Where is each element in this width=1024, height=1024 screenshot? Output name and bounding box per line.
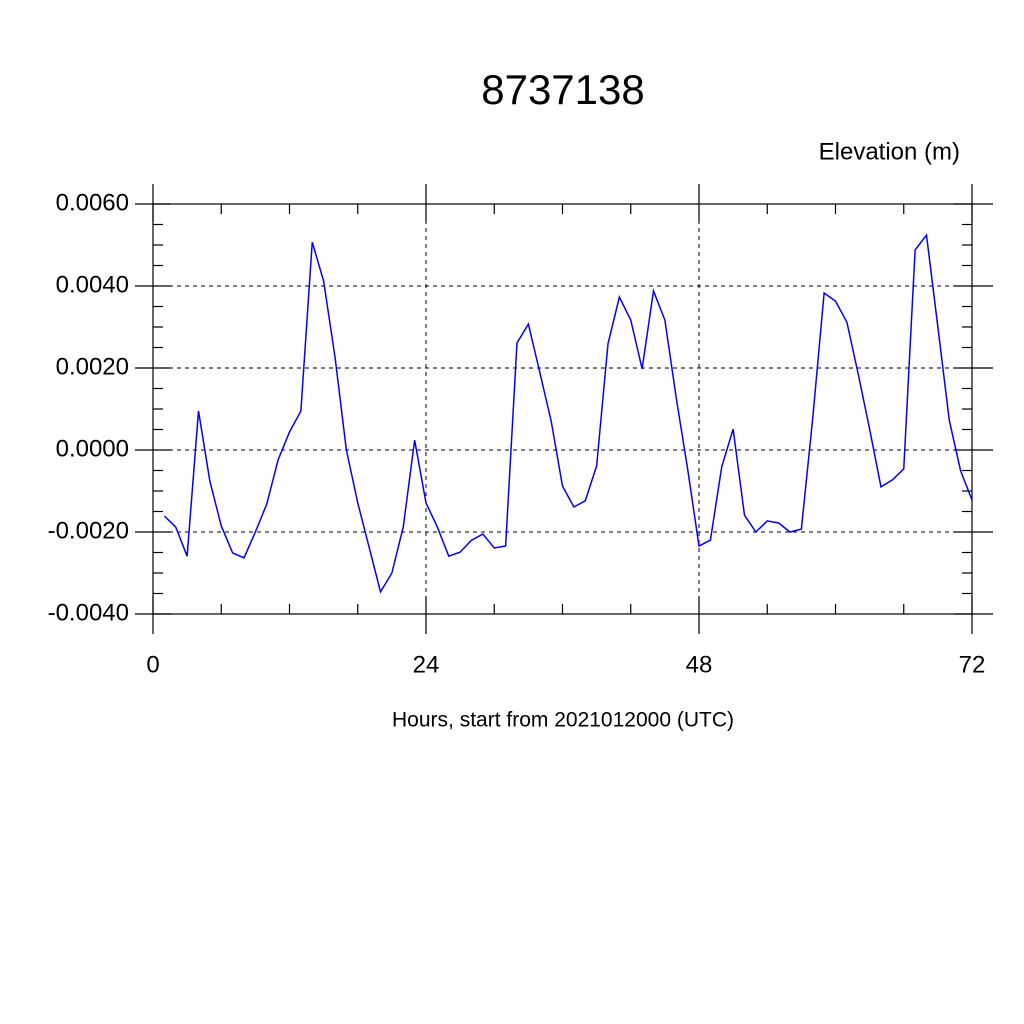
data-line [163,233,973,594]
x-tick-label: 0 [146,651,159,678]
y-tick-label: -0.0020 [48,517,129,544]
y-tick-label: 0.0040 [56,271,129,298]
plot-frame [152,203,973,615]
chart-title: 8737138 [481,66,645,113]
y-tick-label: 0.0020 [56,353,129,380]
x-tick-label: 72 [959,651,986,678]
y-tick-label: 0.0060 [56,189,129,216]
x-tick-label: 48 [686,651,713,678]
y-tick-label: -0.0040 [48,599,129,626]
y-tick-label: 0.0000 [56,435,129,462]
x-tick-label: 24 [413,651,440,678]
chart-subtitle: Elevation (m) [819,138,960,165]
x-axis-label: Hours, start from 2021012000 (UTC) [392,709,734,732]
